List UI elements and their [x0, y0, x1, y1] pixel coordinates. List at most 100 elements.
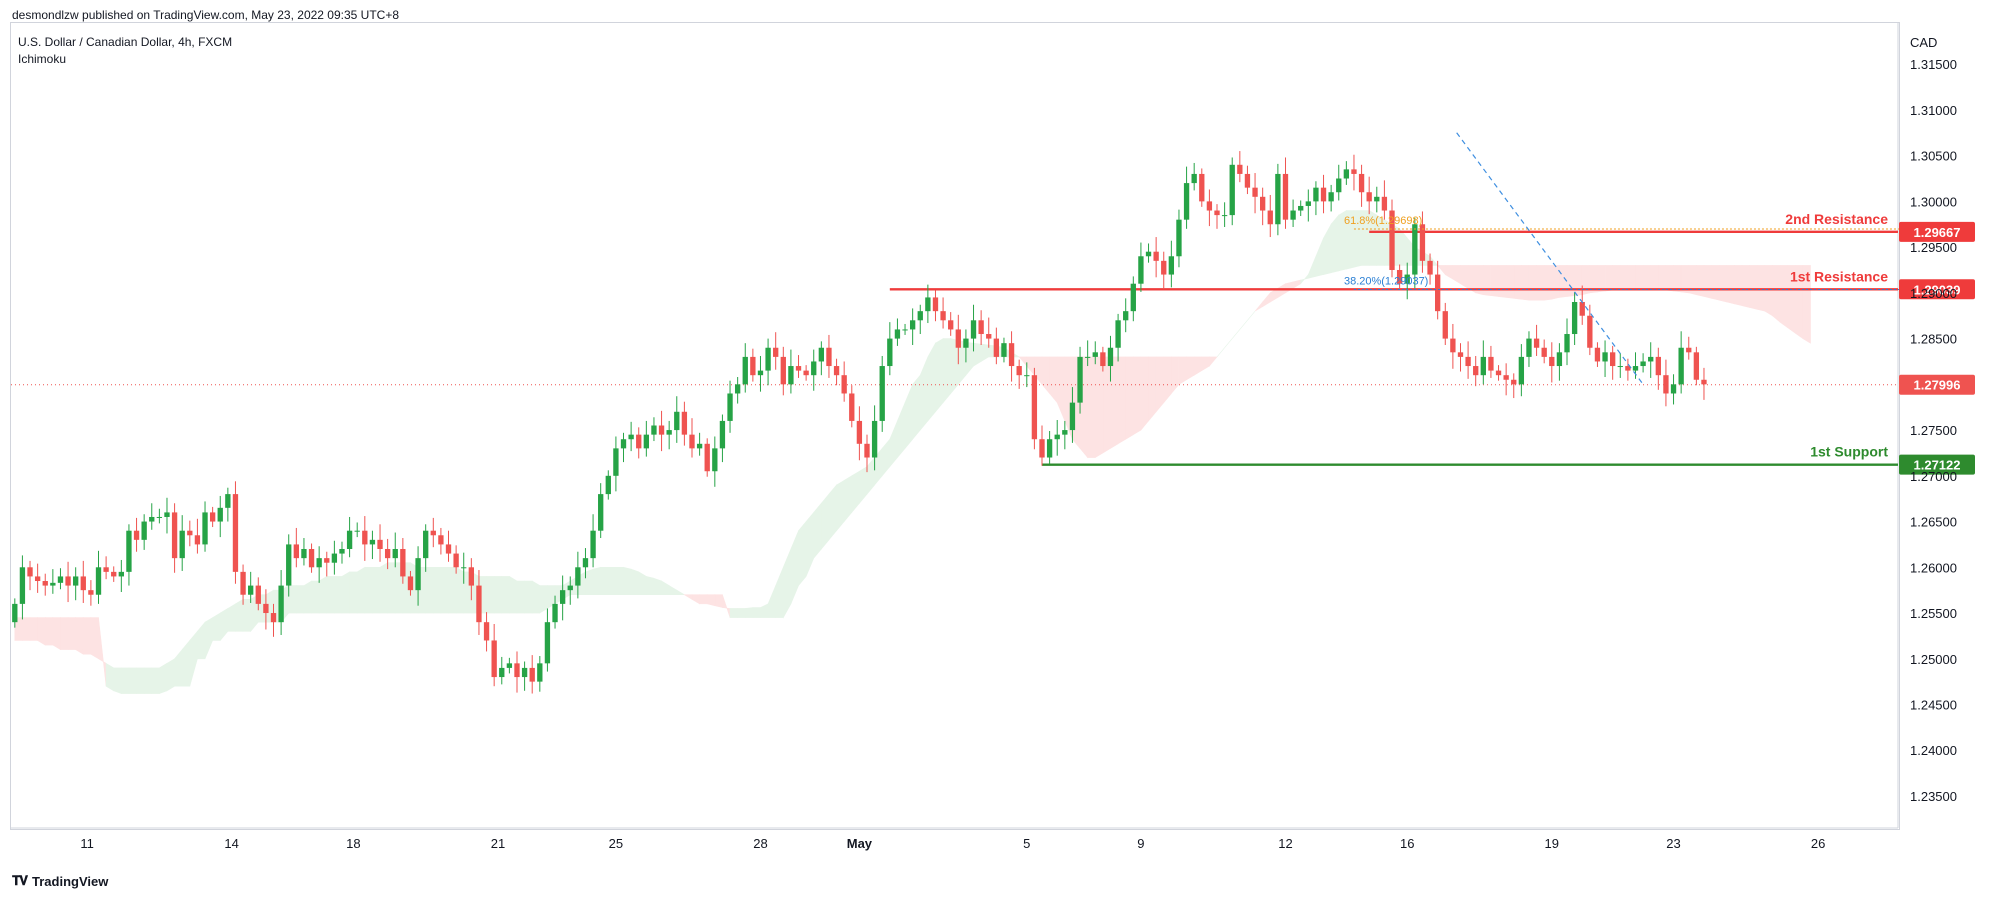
candle[interactable]: [133, 517, 140, 552]
candle[interactable]: [879, 355, 885, 432]
candle[interactable]: [1244, 165, 1251, 195]
candle[interactable]: [833, 358, 840, 386]
candle[interactable]: [88, 580, 94, 606]
candle[interactable]: [1511, 373, 1517, 399]
candle[interactable]: [788, 349, 794, 394]
candle[interactable]: [582, 548, 589, 579]
candle[interactable]: [468, 558, 474, 601]
candle[interactable]: [1663, 359, 1669, 407]
candle[interactable]: [970, 304, 977, 352]
candle[interactable]: [514, 651, 520, 693]
candle[interactable]: [1625, 358, 1631, 381]
candle[interactable]: [339, 541, 345, 564]
candle[interactable]: [1145, 243, 1152, 263]
candle[interactable]: [65, 561, 71, 603]
candle[interactable]: [27, 560, 33, 591]
candle[interactable]: [993, 327, 1000, 365]
candle[interactable]: [849, 385, 855, 428]
candle[interactable]: [529, 655, 535, 694]
candle[interactable]: [1161, 251, 1167, 290]
candle[interactable]: [651, 417, 657, 442]
candle[interactable]: [605, 470, 611, 500]
candle[interactable]: [986, 317, 992, 348]
candle[interactable]: [1457, 343, 1464, 372]
candle[interactable]: [1168, 240, 1175, 288]
indicator-label[interactable]: Ichimoku: [18, 52, 67, 66]
candle[interactable]: [1404, 262, 1410, 300]
candle[interactable]: [1267, 194, 1273, 238]
candle[interactable]: [1229, 157, 1235, 226]
candle[interactable]: [476, 570, 482, 635]
candle[interactable]: [1556, 343, 1563, 381]
candle[interactable]: [1069, 387, 1076, 443]
candle[interactable]: [95, 550, 102, 604]
candle[interactable]: [643, 420, 650, 457]
candle[interactable]: [1389, 199, 1395, 278]
candle[interactable]: [1001, 337, 1007, 363]
candle[interactable]: [57, 568, 64, 590]
candle[interactable]: [1031, 367, 1038, 450]
candle[interactable]: [1480, 340, 1486, 385]
candle[interactable]: [1084, 340, 1091, 367]
candle[interactable]: [773, 332, 779, 370]
candle[interactable]: [1549, 342, 1555, 383]
candle[interactable]: [917, 304, 923, 335]
candle[interactable]: [1252, 173, 1258, 214]
candle[interactable]: [674, 396, 680, 443]
candle[interactable]: [1488, 345, 1494, 378]
candle[interactable]: [240, 564, 246, 605]
candle[interactable]: [1503, 363, 1509, 396]
candle[interactable]: [734, 377, 741, 404]
candle[interactable]: [750, 348, 756, 382]
candle[interactable]: [1130, 276, 1136, 322]
candle[interactable]: [293, 527, 299, 568]
candle[interactable]: [1594, 342, 1601, 367]
candle[interactable]: [73, 567, 79, 601]
candle[interactable]: [1259, 187, 1266, 226]
candle[interactable]: [324, 551, 330, 577]
candle[interactable]: [164, 497, 170, 534]
candle[interactable]: [415, 546, 421, 606]
candle[interactable]: [1115, 313, 1121, 362]
candle[interactable]: [1320, 174, 1327, 214]
candle[interactable]: [346, 516, 353, 558]
candle[interactable]: [1617, 353, 1623, 378]
candle[interactable]: [1640, 353, 1646, 373]
candle[interactable]: [628, 421, 634, 452]
candle[interactable]: [19, 555, 26, 620]
candle[interactable]: [521, 661, 528, 691]
candle[interactable]: [1153, 237, 1159, 278]
candle[interactable]: [1571, 291, 1578, 345]
candle[interactable]: [1602, 340, 1608, 378]
candle[interactable]: [1526, 331, 1532, 367]
candle[interactable]: [932, 290, 939, 322]
candle[interactable]: [598, 483, 604, 539]
candle[interactable]: [187, 520, 193, 547]
candle[interactable]: [217, 495, 223, 538]
candle[interactable]: [407, 570, 414, 596]
candle[interactable]: [1610, 345, 1616, 380]
candle[interactable]: [704, 438, 710, 477]
candle[interactable]: [1237, 151, 1243, 183]
candle[interactable]: [1024, 362, 1030, 388]
candle[interactable]: [803, 365, 809, 381]
candle[interactable]: [1313, 181, 1319, 216]
candle[interactable]: [156, 508, 163, 524]
candle[interactable]: [232, 481, 239, 584]
candle[interactable]: [491, 624, 497, 687]
candle[interactable]: [826, 334, 832, 378]
candle[interactable]: [1442, 302, 1448, 345]
candle[interactable]: [1381, 180, 1388, 220]
candle[interactable]: [34, 563, 41, 593]
candle[interactable]: [955, 314, 961, 365]
candle[interactable]: [1062, 420, 1068, 450]
candle[interactable]: [1427, 253, 1433, 285]
candle[interactable]: [499, 656, 505, 685]
candle[interactable]: [12, 598, 18, 628]
candle[interactable]: [1107, 335, 1114, 382]
candle[interactable]: [50, 569, 56, 594]
candle[interactable]: [1100, 346, 1106, 372]
candle[interactable]: [1305, 189, 1311, 222]
candle[interactable]: [1275, 163, 1281, 236]
